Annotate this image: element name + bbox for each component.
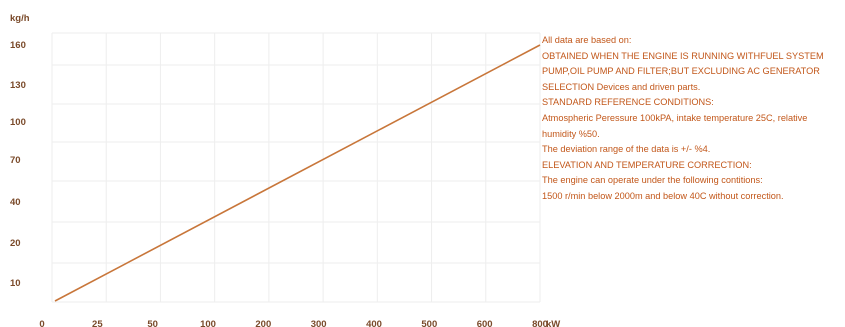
- x-axis-unit-label: kW: [546, 319, 560, 327]
- y-tick-label: 40: [10, 197, 21, 208]
- notes-line: STANDARD REFERENCE CONDITIONS:: [542, 97, 714, 108]
- x-tick-label: 100: [200, 319, 216, 327]
- x-tick-label: 500: [421, 319, 437, 327]
- x-tick-label: 800: [532, 319, 548, 327]
- notes-line: ELEVATION AND TEMPERATURE CORRECTION:: [542, 159, 752, 170]
- notes-line: OBTAINED WHEN THE ENGINE IS RUNNING WITH…: [542, 50, 824, 61]
- chart-grid: [51, 32, 541, 303]
- y-tick-label: 10: [10, 278, 21, 289]
- y-axis-unit-label: kg/h: [10, 13, 30, 24]
- y-axis-tick-labels: 160 130 100 70 40 20 10: [10, 40, 26, 289]
- x-axis-tick-labels: 0 25 50 100 200 300 400 500 600 800: [39, 319, 548, 327]
- x-tick-label: 25: [92, 319, 103, 327]
- y-tick-label: 100: [10, 117, 26, 128]
- y-tick-label: 20: [10, 238, 21, 249]
- y-tick-label: 160: [10, 40, 26, 51]
- notes-line: 1500 r/min below 2000m and below 40C wit…: [542, 190, 784, 201]
- notes-line: The engine can operate under the followi…: [542, 175, 763, 186]
- x-tick-label: 50: [147, 319, 158, 327]
- x-tick-label: 300: [311, 319, 327, 327]
- x-tick-label: 200: [255, 319, 271, 327]
- chart-series: [54, 44, 541, 302]
- series-line: [54, 44, 541, 302]
- notes-line: The deviation range of the data is +/- %…: [542, 144, 711, 155]
- notes-line: All data are based on:: [542, 35, 632, 45]
- notes-panel: All data are based on: OBTAINED WHEN THE…: [542, 33, 845, 205]
- notes-line: PUMP,OIL PUMP AND FILTER;BUT EXCLUDING A…: [542, 66, 820, 77]
- y-tick-label: 130: [10, 80, 26, 91]
- x-tick-label: 600: [477, 319, 493, 327]
- notes-line: Atmospheric Peressure 100kPA, intake tem…: [542, 112, 808, 123]
- x-tick-label: 400: [366, 319, 382, 327]
- notes-line: SELECTION Devices and driven parts.: [542, 81, 701, 92]
- notes-line: humidity %50.: [542, 128, 600, 139]
- y-tick-label: 70: [10, 155, 21, 166]
- x-tick-label: 0: [39, 319, 44, 327]
